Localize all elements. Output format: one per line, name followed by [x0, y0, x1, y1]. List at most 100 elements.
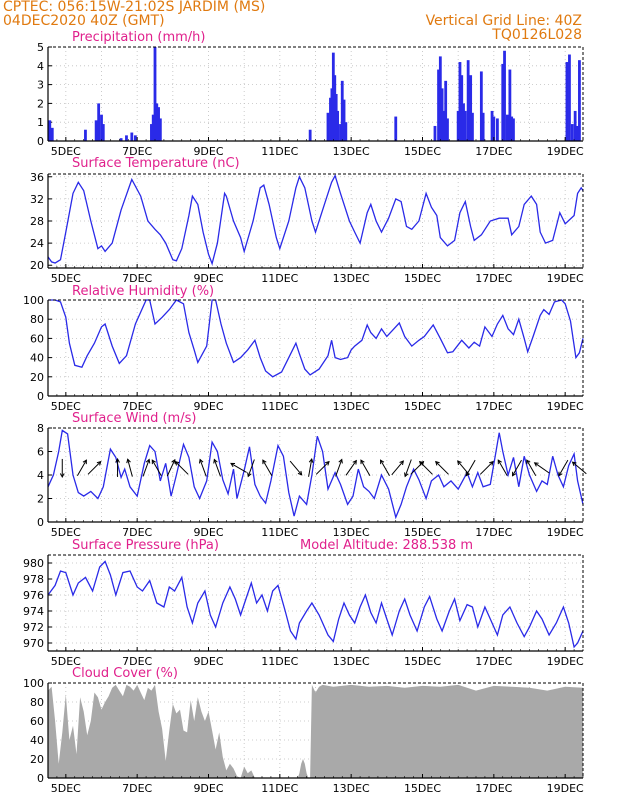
x-tick-label: 5DEC — [51, 272, 81, 285]
x-tick-label: 11DEC — [261, 526, 298, 539]
wind-arrow — [142, 458, 151, 477]
wind-arrow-shaft — [497, 459, 508, 476]
precip-bar — [125, 135, 128, 141]
y-tick-label: 24 — [30, 237, 44, 250]
precip-bar — [565, 62, 569, 141]
wind-arrow-shaft — [230, 463, 247, 473]
precip-bar — [97, 103, 101, 141]
wind-arrow-shaft — [512, 459, 522, 476]
wind-arrow-shaft — [457, 460, 470, 476]
precip-bar — [490, 110, 494, 141]
y-tick-label: 0 — [37, 772, 44, 785]
x-tick-label: 7DEC — [122, 400, 152, 413]
wind-arrow — [391, 460, 404, 476]
x-tick-label: 11DEC — [261, 272, 298, 285]
precip-bar — [101, 124, 105, 141]
wind-arrow-shaft — [289, 460, 303, 476]
precip-bar — [155, 103, 159, 141]
precip-bar — [505, 114, 509, 141]
x-tick-label: 13DEC — [333, 272, 370, 285]
wind-arrow-head — [151, 459, 156, 465]
x-tick-label: 9DEC — [193, 655, 223, 668]
precip-bar — [466, 60, 470, 141]
x-tick-label: 13DEC — [333, 145, 370, 158]
precip-bar — [50, 127, 54, 141]
panel-title: Surface Pressure (hPa) — [72, 538, 219, 553]
wind-arrow-head — [325, 460, 330, 466]
panel-4: Surface Wind (m/s) 0 2 4 6 8 5DEC 7DEC 9DEC 11DEC… — [37, 411, 587, 539]
x-tick-label: 13DEC — [333, 782, 370, 795]
y-tick-label: 4 — [37, 60, 44, 73]
precip-bar — [492, 116, 496, 141]
x-tick-label: 15DEC — [404, 145, 441, 158]
wind-arrow — [166, 458, 176, 477]
x-tick-label: 17DEC — [475, 526, 512, 539]
y-tick-label: 0 — [37, 516, 44, 529]
x-tick-label: 11DEC — [261, 400, 298, 413]
x-tick-label: 9DEC — [193, 400, 223, 413]
wind-arrow-head — [198, 458, 204, 464]
wind-arrow — [360, 459, 371, 476]
x-tick-label: 19DEC — [547, 526, 584, 539]
y-tick-label: 80 — [30, 696, 44, 709]
y-tick-label: 60 — [30, 715, 44, 728]
wind-arrow-head — [380, 459, 385, 465]
wind-arrow-head — [230, 462, 236, 468]
x-tick-label: 7DEC — [122, 526, 152, 539]
precip-bar — [94, 120, 98, 141]
wind-arrow-shaft — [345, 460, 357, 476]
wind-arrow-head — [457, 460, 462, 466]
x-tick-label: 9DEC — [193, 526, 223, 539]
precip-bar — [479, 71, 483, 141]
x-tick-label: 5DEC — [51, 526, 81, 539]
precip-bar — [151, 114, 155, 141]
wind-arrow-shaft — [213, 459, 221, 477]
precip-bar — [158, 118, 162, 141]
x-tick-label: 11DEC — [261, 145, 298, 158]
y-tick-label: 3 — [37, 79, 44, 92]
y-tick-label: 0 — [37, 390, 44, 403]
x-tick-label: 15DEC — [404, 526, 441, 539]
precip-bar — [512, 118, 515, 141]
x-tick-label: 5DEC — [51, 145, 81, 158]
wind-arrow — [230, 462, 247, 473]
series-line — [47, 560, 584, 649]
x-tick-label: 17DEC — [475, 272, 512, 285]
precip-bar — [481, 112, 485, 141]
precip-bar — [442, 110, 446, 141]
panel-1: Precipitation (mm/h) 0 1 2 3 4 5 5DEC 7DEC 9DEC 11… — [37, 30, 584, 158]
wind-arrow-shaft — [166, 459, 176, 477]
wind-arrow-shaft — [199, 459, 207, 477]
precip-bar — [471, 112, 474, 141]
precip-bar — [469, 75, 473, 141]
panel-title: Surface Wind (m/s) — [72, 411, 196, 426]
x-tick-label: 15DEC — [404, 400, 441, 413]
y-tick-label: 20 — [30, 753, 44, 766]
precip-bar — [329, 97, 332, 141]
y-tick-label: 6 — [37, 446, 44, 459]
wind-arrow-head — [115, 457, 120, 463]
precip-bar — [153, 47, 157, 141]
wind-arrow — [526, 459, 537, 476]
precip-bar — [463, 110, 467, 141]
header-date: 04DEC2020 40Z (GMT) — [3, 13, 165, 29]
x-tick-label: 11DEC — [261, 655, 298, 668]
precip-bar — [119, 138, 123, 141]
wind-arrow — [533, 462, 550, 474]
wind-arrow-head — [96, 460, 102, 466]
y-tick-label: 5 — [37, 41, 44, 54]
precip-bar — [394, 116, 398, 141]
precip-bar — [458, 62, 462, 141]
wind-arrow — [479, 460, 494, 475]
wind-arrow-shaft — [404, 459, 412, 477]
y-tick-label: 40 — [30, 352, 44, 365]
wind-arrow — [457, 460, 470, 476]
precip-bar — [336, 110, 340, 141]
x-tick-label: 15DEC — [404, 782, 441, 795]
precip-bar — [503, 50, 506, 142]
wind-arrow-head — [338, 458, 343, 464]
precip-bar — [326, 112, 330, 141]
precip-bar — [568, 54, 571, 141]
wind-arrow-shaft — [262, 459, 273, 476]
